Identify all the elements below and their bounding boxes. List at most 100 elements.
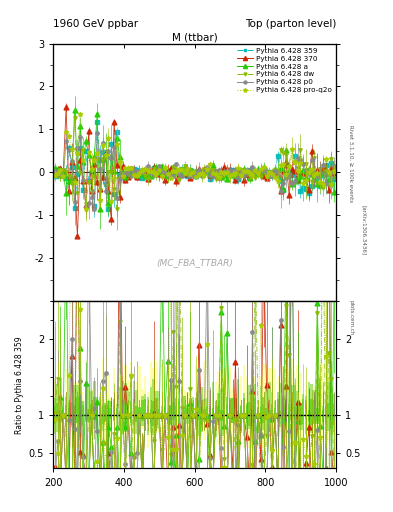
Bar [62,410,64,423]
Bar [172,385,174,440]
Bar [164,407,166,422]
Bar [206,406,208,425]
Bar [223,388,225,439]
Bar [316,391,318,445]
Bar [257,401,259,429]
Bar [141,400,143,421]
Bar [121,381,124,434]
Bar [110,409,112,432]
Bar [158,391,160,429]
Bar [119,411,121,426]
Bar [71,402,73,425]
Bar [184,390,186,441]
Bar [322,362,324,443]
Bar [110,401,112,419]
Bar [223,397,225,425]
Bar [178,399,180,425]
Bar [271,403,274,430]
Bar [144,376,146,432]
Bar [327,382,330,432]
Bar [76,382,79,448]
Bar [277,392,279,436]
Bar [144,399,146,421]
Bar [62,396,64,430]
Bar [310,399,313,425]
Bar [73,385,76,435]
Bar [240,406,242,425]
Bar [141,389,143,429]
Bar [107,373,110,431]
Bar [133,389,135,437]
Bar [175,406,177,429]
Bar [152,400,155,426]
Bar [277,376,279,439]
Bar [330,385,332,435]
Bar [271,392,274,436]
Bar [248,398,251,448]
Bar [215,401,217,422]
Bar [251,389,253,445]
Bar [260,377,262,449]
Bar [268,381,270,432]
Bar [195,366,197,428]
Bar [138,408,141,425]
Bar [79,383,81,436]
Bar [161,411,163,420]
Bar [220,389,222,436]
Bar [57,402,59,420]
Bar [178,401,180,445]
Bar [152,368,155,438]
Bar [251,389,253,425]
Bar [195,398,197,426]
Bar [302,399,305,424]
Bar [90,389,93,444]
Text: plots.cern.ch: plots.cern.ch [349,300,353,335]
Bar [206,390,208,434]
Bar [246,403,248,431]
Bar [186,405,189,419]
Bar [73,405,76,426]
Bar [186,392,189,447]
Bar [206,398,208,422]
Bar [248,385,251,429]
Bar [215,406,217,437]
Bar [330,387,332,429]
Bar [113,405,115,421]
Bar [251,409,253,423]
Bar [308,382,310,436]
Bar [237,379,239,423]
Bar [167,392,169,450]
Bar [147,406,149,424]
Bar [246,377,248,428]
Bar [274,369,276,434]
Y-axis label: Ratio to Pythia 6.428 359: Ratio to Pythia 6.428 359 [15,336,24,434]
Bar [268,410,270,421]
Bar [310,398,313,435]
Bar [285,374,287,447]
Bar [198,391,200,436]
Bar [296,366,299,438]
Bar [234,399,237,420]
Bar [299,403,301,425]
Bar [53,379,56,432]
Bar [265,408,268,419]
Bar [327,372,330,440]
Bar [325,406,327,422]
Bar [133,381,135,434]
Bar [96,401,98,431]
Bar [319,400,321,424]
Bar [192,404,194,424]
Bar [93,397,95,419]
Bar [294,407,296,419]
Bar [119,387,121,428]
Bar [260,407,262,424]
Title: M (ttbar): M (ttbar) [172,33,217,42]
Bar [203,360,206,440]
Bar [184,407,186,434]
Bar [158,398,160,433]
Text: Top (parton level): Top (parton level) [244,19,336,30]
Bar [288,369,290,450]
Bar [124,383,127,432]
Bar [322,410,324,422]
Bar [274,401,276,434]
